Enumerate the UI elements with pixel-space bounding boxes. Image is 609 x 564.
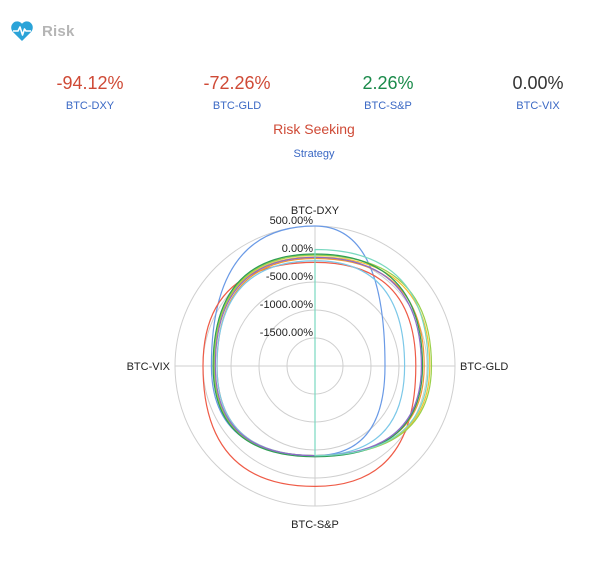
radar-series-line: [212, 253, 424, 458]
metric-value: 0.00%: [512, 73, 564, 93]
panel-header: Risk: [10, 18, 75, 44]
panel-title: Risk: [42, 22, 75, 40]
metric-btc-vix: 0.00% BTC-VIX: [468, 72, 608, 112]
radar-axis-label: BTC-VIX: [127, 361, 171, 373]
radar-tick-label: 500.00%: [270, 215, 314, 227]
heartbeat-icon: [11, 21, 33, 41]
metric-label: BTC-VIX: [516, 100, 560, 112]
radar-series-line: [202, 261, 417, 488]
metric-label: BTC-GLD: [212, 100, 262, 112]
metric-value: -72.26%: [203, 73, 271, 93]
radar-tick-label: -1000.00%: [260, 299, 313, 311]
radar-axis-label: BTC-DXY: [291, 205, 340, 217]
metric-value: 2.26%: [362, 73, 414, 93]
metric-btc-gld: -72.26% BTC-GLD: [167, 72, 307, 112]
radar-series-line: [314, 248, 429, 457]
radar-axis-label: BTC-GLD: [460, 361, 508, 373]
radar-series-line: [214, 256, 423, 457]
radar-series-line: [216, 257, 425, 457]
metric-label: BTC-S&P: [364, 100, 412, 112]
metric-value: -94.12%: [56, 73, 124, 93]
metric-btc-sp: 2.26% BTC-S&P: [318, 72, 458, 112]
radar-axis-label: BTC-S&P: [291, 519, 339, 531]
strategy-value: Risk Seeking: [273, 121, 355, 137]
radar-tick-label: 0.00%: [282, 243, 313, 255]
radar-tick-label: -1500.00%: [260, 327, 313, 339]
pulse-line: [13, 26, 31, 36]
strategy-label: Strategy: [293, 148, 335, 160]
metric-label: BTC-DXY: [65, 100, 115, 112]
metric-btc-dxy: -94.12% BTC-DXY: [20, 72, 160, 112]
radar-tick-label: -500.00%: [266, 271, 313, 283]
radar-series-line: [216, 260, 406, 457]
